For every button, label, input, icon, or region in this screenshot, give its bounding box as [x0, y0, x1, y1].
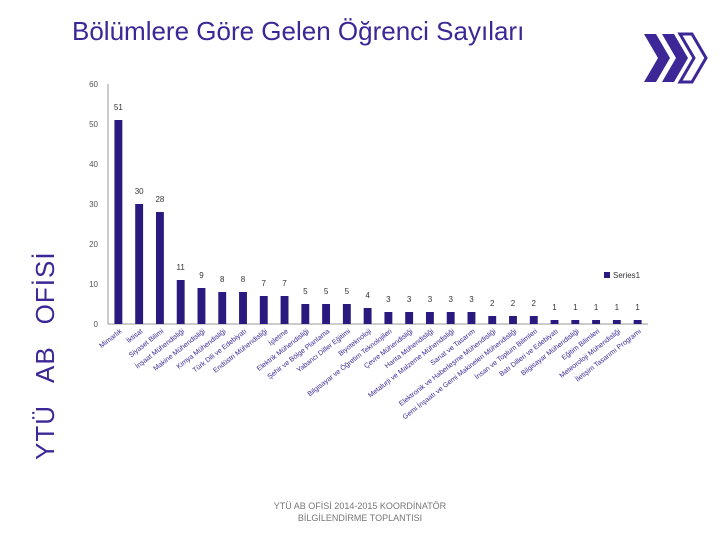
- bar-value-label: 5: [303, 287, 308, 296]
- bar: [239, 292, 247, 324]
- x-tick-label: Mimarlık: [98, 328, 124, 350]
- bar-value-label: 3: [407, 295, 412, 304]
- double-chevron-right-icon: [644, 32, 708, 84]
- footer-line-2: BİLGİLENDİRME TOPLANTISI: [297, 513, 423, 523]
- bar: [550, 320, 559, 324]
- bar-value-label: 2: [511, 299, 516, 308]
- bar-value-label: 1: [594, 303, 599, 312]
- bar-value-label: 11: [177, 263, 186, 272]
- y-tick-label: 20: [89, 240, 98, 249]
- sidebar-word-ofisi: OFİSİ: [30, 251, 60, 325]
- sidebar-word-ab: AB: [30, 346, 60, 383]
- bar-value-label: 2: [532, 299, 537, 308]
- bar: [301, 304, 310, 324]
- bar: [488, 316, 497, 324]
- bar-value-label: 7: [262, 279, 267, 288]
- bar: [197, 288, 206, 324]
- bar-value-label: 9: [199, 271, 204, 280]
- footer: YTÜ AB OFİSİ 2014-2015 KOORDİNATÖR BİLGİ…: [240, 500, 480, 524]
- bar-value-label: 2: [490, 299, 495, 308]
- legend-label: Series1: [613, 271, 641, 280]
- bar: [509, 316, 517, 324]
- bar: [280, 296, 289, 324]
- y-tick-label: 30: [89, 200, 98, 209]
- bar: [363, 308, 372, 324]
- bar-value-label: 3: [386, 295, 391, 304]
- bar: [633, 320, 642, 324]
- y-tick-label: 10: [89, 280, 98, 289]
- footer-line-1: YTÜ AB OFİSİ 2014-2015 KOORDİNATÖR: [273, 501, 447, 511]
- page-title: Bölümlere Göre Gelen Öğrenci Sayıları: [72, 16, 525, 46]
- sidebar-word-ytu: YTÜ: [30, 405, 60, 460]
- y-tick-label: 60: [89, 80, 98, 89]
- bar-value-label: 4: [365, 291, 370, 300]
- bar-value-label: 3: [469, 295, 474, 304]
- bar: [384, 312, 393, 324]
- sidebar: YTÜ AB OFİSİ: [0, 0, 61, 540]
- bar-value-label: 1: [635, 303, 640, 312]
- bar: [446, 312, 455, 324]
- bar-value-label: 3: [428, 295, 433, 304]
- bar-chart: 010203040506051Mimarlık30İktisat28Siyase…: [89, 80, 648, 421]
- bar: [571, 320, 580, 324]
- bar: [114, 120, 123, 324]
- bar-value-label: 3: [448, 295, 453, 304]
- bar: [612, 320, 621, 324]
- bar: [405, 312, 414, 324]
- y-tick-label: 50: [89, 120, 98, 129]
- bar-value-label: 8: [241, 275, 246, 284]
- bar-value-label: 1: [552, 303, 557, 312]
- bar: [155, 212, 164, 324]
- bar: [342, 304, 351, 324]
- bar-value-label: 5: [324, 287, 329, 296]
- legend-swatch: [604, 272, 610, 278]
- sidebar-text: YTÜ AB OFİSİ: [30, 229, 61, 460]
- bar-value-label: 7: [282, 279, 287, 288]
- bar-value-label: 30: [135, 187, 144, 196]
- bar-value-label: 5: [345, 287, 350, 296]
- bar: [322, 304, 331, 324]
- bar: [259, 296, 268, 324]
- bar-value-label: 51: [114, 103, 123, 112]
- bar-value-label: 8: [220, 275, 225, 284]
- bar: [425, 312, 434, 324]
- bar: [218, 292, 227, 324]
- bar-value-label: 28: [155, 195, 164, 204]
- bar-value-label: 1: [615, 303, 620, 312]
- bar: [176, 280, 185, 324]
- y-tick-label: 40: [89, 160, 98, 169]
- bar-value-label: 1: [573, 303, 578, 312]
- bar: [135, 204, 144, 324]
- bar: [467, 312, 476, 324]
- bar: [592, 320, 601, 324]
- bar: [529, 316, 538, 324]
- y-tick-label: 0: [94, 320, 99, 329]
